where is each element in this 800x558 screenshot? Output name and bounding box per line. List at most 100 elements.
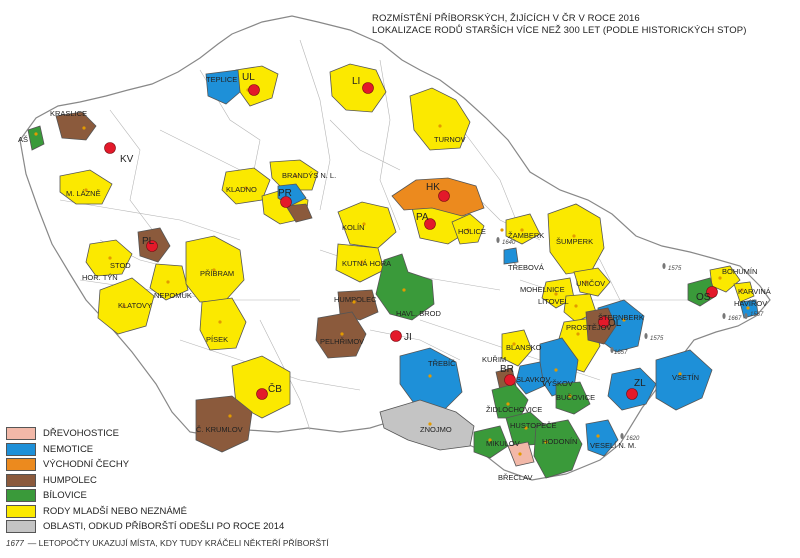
region-li [329,63,387,113]
city-label: HK [426,182,440,193]
district-label: HOR. TÝN [82,273,118,282]
footnote: 1677 — LETOPOČTY UKAZUJÍ MÍSTA, KDY TUDY… [6,538,329,548]
region-c-krumlov [195,395,253,453]
district-label: Č. KRUMLOV [196,425,243,434]
city-label: ČB [268,382,282,395]
legend-swatch [6,458,36,472]
legend-label: NEMOTICE [43,443,94,455]
city-label: JI [404,332,412,343]
region-veseli [585,419,619,457]
city-marker [280,196,292,208]
region-znojmo [379,399,475,451]
city-marker [104,142,116,154]
year-label: 1575 [650,336,664,342]
region-vsetin [655,349,713,411]
footnote-text: — LETOPOČTY UKAZUJÍ MÍSTA, KDY TUDY KRÁČ… [27,538,329,548]
district-label: HOLICE [458,227,486,236]
district-label: ZNOJMO [420,425,452,434]
region-pisek [199,297,247,351]
city-marker [256,388,268,400]
district-label: VSETÍN [672,373,699,382]
district-label: HAVÍŘOV [734,299,767,308]
city-label: OL [608,318,622,329]
region-trebova [503,247,519,265]
region-kraslice [55,111,97,141]
district-label: ŽIDLOCHOVICE [486,405,542,414]
city-label: KV [120,154,134,165]
city-marker [146,240,158,252]
legend-label: HUMPOLEC [43,474,97,486]
year-labels: 1640 1575 1667 1567 1657 1575 1620 [502,240,764,442]
city-marker [706,286,718,298]
region-m-lazne [59,169,113,205]
legend-item-bilovice: BÍLOVICE [6,488,284,504]
region-unicov [573,267,611,297]
district-label: SLAVKOV [516,375,550,384]
legend-swatch [6,504,36,518]
district-labels: TEPLICE KRASLICE AŠ M. LÁZNĚ TURNOV BRANDÝS N… [18,75,771,482]
district-label: BOHUMÍN [722,267,757,276]
region-brandys [269,159,319,191]
district-label: KLADNO [226,185,257,194]
city-label: BR [500,364,514,375]
region-mikulov [473,425,509,459]
district-label: KUTNÁ HORA [342,259,391,268]
district-label: NEPOMUK [154,291,192,300]
city-marker [362,82,374,94]
district-label: HAVL. BROD [396,309,441,318]
region-sumperk [547,203,605,275]
city-marker [248,84,260,96]
district-label: UNIČOV [576,279,605,288]
region-trebic [399,347,463,411]
city-label: LI [352,76,360,87]
district-label: AŠ [18,135,28,144]
district-label: TŘEBÍČ [428,359,456,368]
year-label: 1667 [728,316,742,322]
district-label: HODONÍN [542,437,577,446]
region-hodonin [533,419,583,479]
legend-label: OBLASTI, ODKUD PŘÍBORŠTÍ ODEŠLI PO ROCE … [43,521,285,533]
region-turnov [409,87,471,151]
district-label: HUMPOLEC [334,295,377,304]
legend-item-nemotice: NEMOTICE [6,442,284,458]
year-label: 1567 [750,312,764,318]
city-label: PR [278,188,292,199]
city-marker [598,316,610,328]
year-label: 1640 [502,240,516,246]
legend-item-humpolec: HUMPOLEC [6,473,284,489]
district-label: M. LÁZNĚ [66,189,101,198]
district-label: ŽAMBERK [508,231,544,240]
region-kolin [337,201,397,249]
region-kutna-hora [335,243,385,283]
city-label: PA [416,212,429,223]
map-title: ROZMÍSTĚNÍ PŘÍBORSKÝCH, ŽIJÍCÍCH V ČR V … [372,13,746,37]
district-label: BRANDÝS N. L. [282,171,336,180]
district-label: KRASLICE [50,109,87,118]
legend-label: RODY MLADŠÍ NEBO NEZNÁMÉ [43,505,187,517]
district-label: TEPLICE [206,75,237,84]
city-marker [504,374,516,386]
region-havl-brod [375,253,435,321]
regions [27,63,759,479]
district-label: PŘÍBRAM [200,269,234,278]
district-label: KARVINÁ [738,287,771,296]
district-label: BLANSKO [506,343,542,352]
district-label: VYŠKOV [542,379,573,388]
district-label: HUSTOPEČE [510,421,557,430]
region-hk [391,177,485,217]
district-label: PROSTĚJOV [566,323,611,332]
legend-label: BÍLOVICE [43,490,87,502]
legend-item-left: OBLASTI, ODKUD PŘÍBORŠTÍ ODEŠLI PO ROCE … [6,519,284,535]
title-line-2: LOKALIZACE RODŮ STARŠÍCH VÍCE NEŽ 300 LE… [372,25,747,36]
district-label: STOD [110,261,131,270]
legend-swatch [6,473,36,487]
city-marker [626,388,638,400]
legend-item-vychodni-cechy: VÝCHODNÍ ČECHY [6,457,284,473]
city-label: UL [242,72,255,83]
district-label: KUŘIM [482,355,506,364]
region-karvina [733,281,755,303]
city-marker [390,330,402,342]
district-label: MIKULOV [486,439,520,448]
